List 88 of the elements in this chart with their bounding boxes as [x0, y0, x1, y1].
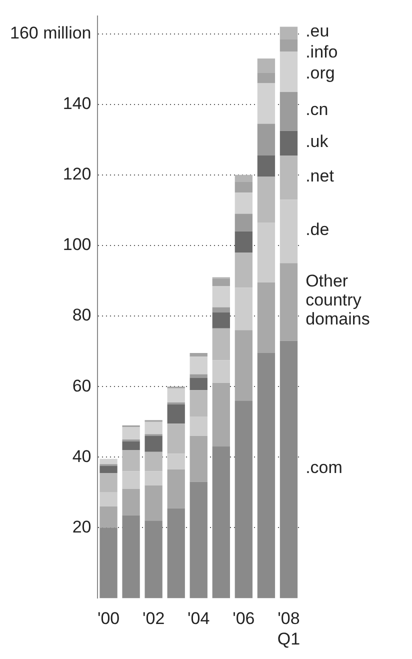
bar: [212, 383, 230, 447]
bar: [212, 446, 230, 598]
bar: [257, 83, 276, 124]
bar: [144, 485, 162, 521]
y-tick-label: 40: [72, 446, 92, 466]
bar: [280, 26, 298, 40]
bar: [100, 492, 118, 506]
bar: [167, 424, 185, 454]
bar: [280, 92, 298, 131]
bar: [122, 450, 140, 472]
bar: [167, 404, 185, 424]
bar: [234, 214, 253, 232]
bar: [100, 458, 118, 464]
bar: [212, 278, 230, 286]
bar: [234, 400, 253, 598]
y-tick-label: 20: [72, 517, 92, 536]
series-label: .eu: [306, 22, 330, 41]
bar: [190, 390, 208, 417]
y-tick-label: 160 million: [10, 24, 92, 43]
bar: [234, 182, 253, 193]
series-label: .de: [306, 220, 330, 240]
bar: [100, 506, 118, 528]
bar: [234, 288, 253, 330]
bar: [257, 282, 276, 354]
bar: [190, 353, 208, 357]
bar: [144, 436, 162, 452]
bar: [257, 156, 276, 177]
bar: [257, 176, 276, 223]
bar: [144, 422, 162, 434]
bar: [257, 353, 276, 598]
y-tick-label: 140: [62, 94, 92, 114]
bar: [190, 374, 208, 378]
y-tick-label: 80: [72, 306, 92, 325]
bar: [190, 378, 208, 390]
series-label: .org: [306, 64, 335, 83]
series-label: .net: [306, 166, 334, 186]
bar: [100, 472, 118, 492]
bar: [190, 416, 208, 436]
bar: [257, 72, 276, 84]
series-label: .cn: [306, 100, 328, 120]
bar: [144, 452, 162, 472]
x-tick-label: '00: [97, 609, 120, 628]
bar: [122, 488, 140, 516]
bar: [212, 360, 230, 384]
bar: [280, 263, 298, 341]
bar: [122, 515, 140, 598]
x-tick-label: '04: [188, 609, 210, 628]
bar: [280, 340, 298, 598]
bar: [212, 286, 230, 308]
bar: [190, 436, 208, 482]
bar: [280, 51, 298, 92]
bar: [167, 454, 185, 470]
bar: [234, 192, 253, 214]
bar: [190, 482, 208, 598]
bar: [144, 471, 162, 486]
bar: [122, 427, 140, 440]
bar: [167, 508, 185, 598]
y-tick-label: 100: [62, 235, 92, 254]
bar: [100, 466, 118, 473]
bar: [234, 252, 253, 288]
bar: [234, 174, 253, 182]
bar: [280, 39, 298, 52]
bar: [234, 330, 253, 401]
bar: [212, 312, 230, 328]
bar: [190, 356, 208, 374]
bar: [167, 469, 185, 508]
bar: [280, 156, 298, 200]
bar: [122, 441, 140, 450]
series-label: .info: [306, 42, 338, 62]
bar: [280, 130, 298, 156]
bar: [144, 520, 162, 598]
bar: [234, 231, 253, 253]
bar: [122, 471, 140, 489]
x-tick-label: '06: [232, 609, 255, 628]
bar: [167, 388, 185, 402]
y-tick-label: 60: [72, 376, 92, 396]
bar: [212, 328, 230, 360]
series-label: .uk: [306, 132, 329, 151]
bar: [257, 222, 276, 283]
x-tick-label: '02: [142, 609, 165, 628]
series-label: .com: [306, 458, 342, 478]
bar: [280, 200, 298, 264]
bar: [212, 307, 230, 312]
x-tick-label: '08 Q1: [277, 609, 300, 648]
series-label: Other country domains: [306, 272, 370, 329]
bar: [257, 124, 276, 156]
bar: [257, 58, 276, 73]
y-tick-label: 120: [62, 164, 92, 184]
